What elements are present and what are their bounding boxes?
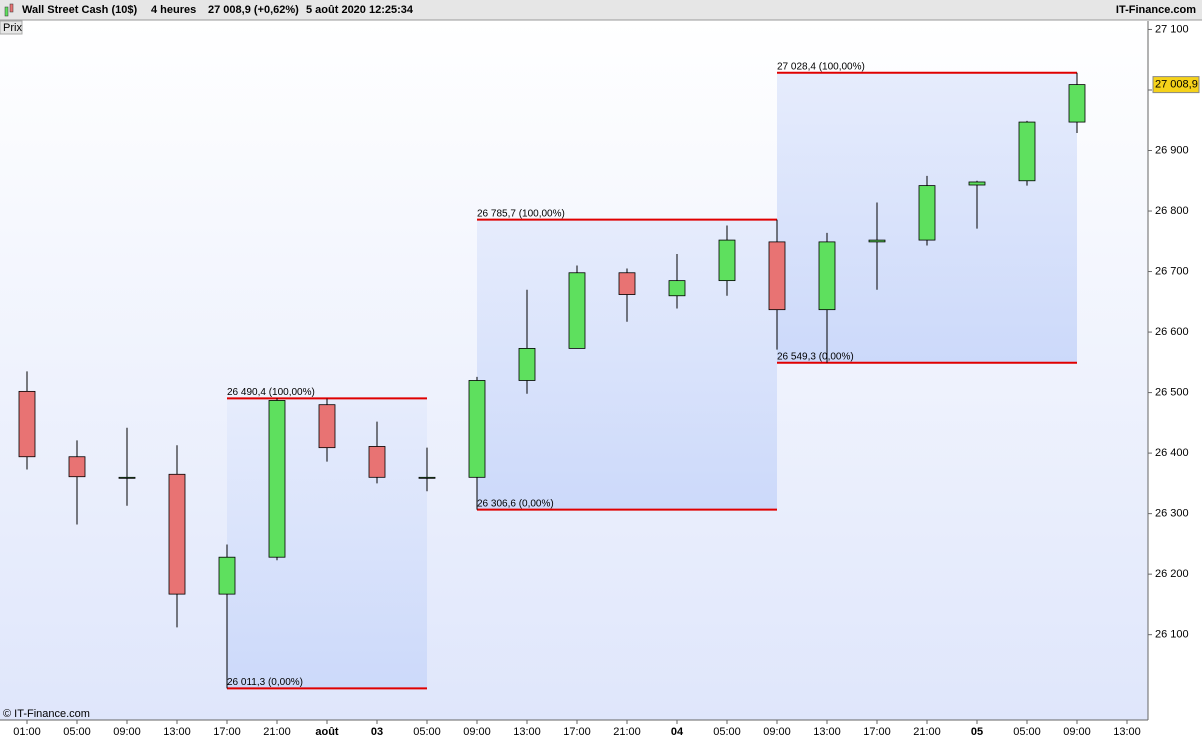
- brand: IT-Finance.com: [1116, 4, 1196, 16]
- x-tick-label: 05:00: [63, 726, 91, 738]
- y-tick-label: 26 200: [1155, 568, 1189, 580]
- y-tick-label: 26 700: [1155, 265, 1189, 277]
- candle-body: [268, 400, 286, 558]
- x-tick-label: 17:00: [213, 726, 241, 738]
- axis-label-box: [0, 20, 23, 35]
- candle-body: [468, 380, 486, 478]
- candle-body: [718, 239, 736, 282]
- fib-high-label: 26 490,4 (100,00%): [227, 387, 315, 398]
- x-tick-label: 05:00: [713, 726, 741, 738]
- datetime: 5 août 2020 12:25:34: [306, 4, 414, 16]
- logo-icon: [4, 3, 14, 17]
- candle-body: [768, 241, 786, 311]
- x-tick-label: 09:00: [463, 726, 491, 738]
- x-tick-label: 13:00: [813, 726, 841, 738]
- fib-low-label: 26 549,3 (0,00%): [777, 351, 854, 362]
- x-tick-label: 05:00: [413, 726, 441, 738]
- candle-body: [818, 241, 836, 311]
- candle-body: [318, 404, 336, 449]
- candle-body: [1068, 84, 1086, 123]
- x-tick-label: 09:00: [763, 726, 791, 738]
- x-tick-label: 03: [371, 726, 383, 738]
- y-tick-label: 26 500: [1155, 386, 1189, 398]
- candle-body: [18, 390, 36, 458]
- axis-label: Prix: [3, 22, 22, 34]
- candle-body: [68, 456, 86, 478]
- fib-low-label: 26 011,3 (0,00%): [227, 677, 303, 688]
- period: 4 heures: [151, 4, 196, 16]
- candle-body: [618, 272, 636, 295]
- y-tick-label: 26 400: [1155, 447, 1189, 459]
- candle-body: [868, 239, 886, 243]
- quote: 27 008,9 (+0,62%): [208, 4, 299, 16]
- candle-body: [968, 181, 986, 186]
- y-tick-label: 26 800: [1155, 205, 1189, 217]
- candle-body: [568, 272, 586, 349]
- x-tick-label: 01:00: [13, 726, 41, 738]
- fib-high-label: 27 028,4 (100,00%): [777, 61, 865, 72]
- y-tick-label: 26 300: [1155, 508, 1189, 520]
- x-tick-label: 17:00: [863, 726, 891, 738]
- fib-low-label: 26 306,6 (0,00%): [477, 498, 554, 509]
- x-tick-label: 09:00: [113, 726, 141, 738]
- instrument: Wall Street Cash (10$): [22, 4, 137, 16]
- candle-body: [368, 446, 386, 478]
- candle-body: [668, 280, 686, 297]
- x-tick-label: août: [315, 726, 339, 738]
- candle-body: [118, 476, 136, 479]
- y-axis-area: [1148, 21, 1202, 740]
- x-tick-label: 21:00: [613, 726, 641, 738]
- y-tick-label: 26 100: [1155, 629, 1189, 641]
- last-price-label: 27 008,9: [1155, 79, 1198, 91]
- x-tick-label: 13:00: [163, 726, 191, 738]
- x-tick-label: 17:00: [563, 726, 591, 738]
- candle-body: [168, 473, 186, 595]
- candle-body: [218, 556, 236, 595]
- x-tick-label: 13:00: [513, 726, 541, 738]
- y-tick-label: 26 600: [1155, 326, 1189, 338]
- x-tick-label: 21:00: [263, 726, 291, 738]
- x-tick-label: 05: [971, 726, 983, 738]
- x-tick-label: 09:00: [1063, 726, 1091, 738]
- x-tick-label: 13:00: [1113, 726, 1141, 738]
- copyright: © IT-Finance.com: [3, 708, 90, 720]
- x-tick-label: 04: [671, 726, 684, 738]
- candle-body: [418, 476, 436, 479]
- candle-body: [518, 348, 536, 381]
- x-tick-label: 21:00: [913, 726, 941, 738]
- candle-body: [1018, 121, 1036, 182]
- x-axis-area: [0, 720, 1148, 740]
- y-tick-label: 27 100: [1155, 23, 1189, 35]
- y-tick-label: 26 900: [1155, 144, 1189, 156]
- header-bar: [0, 0, 1202, 20]
- candle-body: [918, 185, 936, 241]
- fib-high-label: 26 785,7 (100,00%): [477, 208, 565, 219]
- x-tick-label: 05:00: [1013, 726, 1041, 738]
- last-price-box: [1152, 76, 1200, 94]
